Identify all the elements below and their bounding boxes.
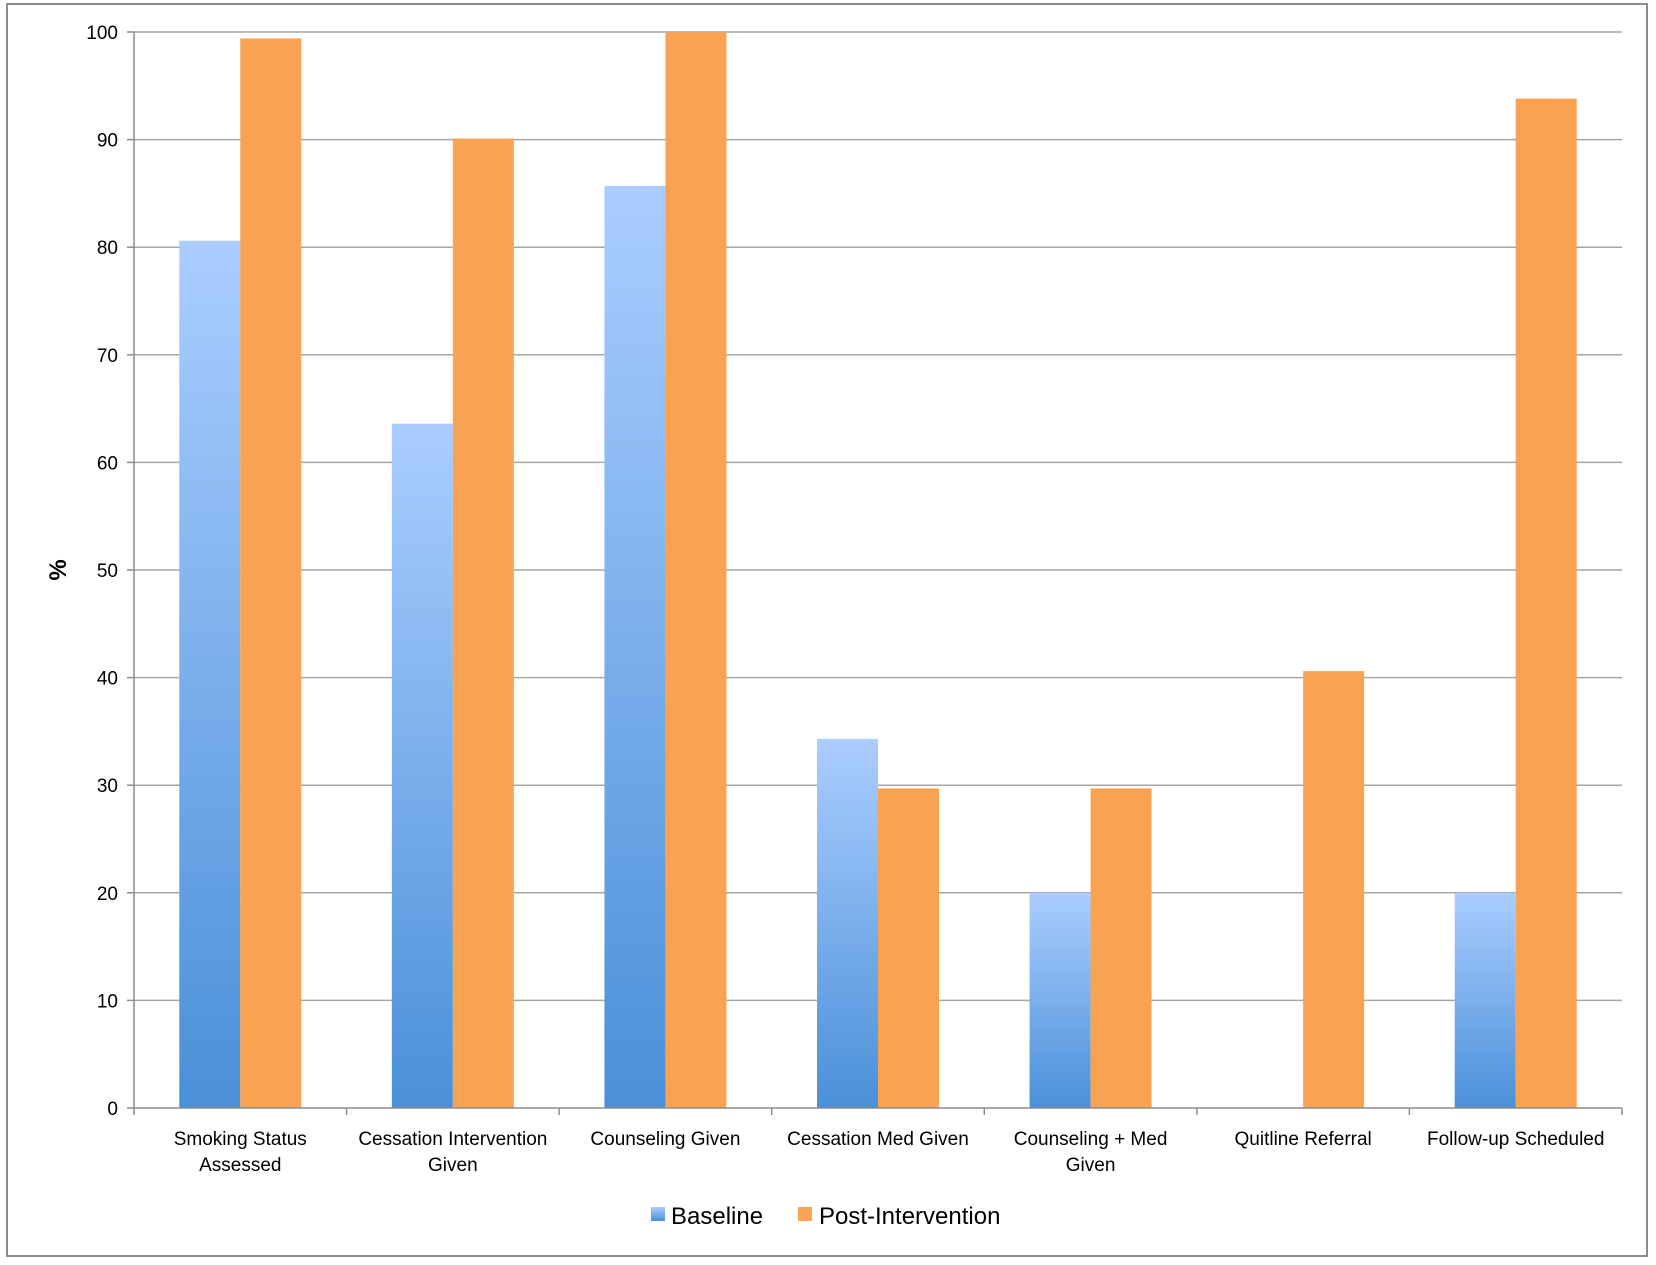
x-category-label: Counseling Given [590, 1129, 740, 1150]
y-tick-label: 100 [86, 23, 118, 44]
y-tick-label: 80 [97, 238, 118, 259]
x-category-labels: Smoking Status Assessed Cessation Interven… [174, 1129, 1605, 1176]
x-category-label: Cessation Med Given [787, 1129, 969, 1150]
axes [127, 31, 1623, 1115]
bar-post-intervention [878, 788, 939, 1108]
y-tick-label: 10 [97, 991, 118, 1012]
legend-swatch-post-intervention [798, 1207, 812, 1221]
y-axis-title: % [45, 559, 72, 580]
bars [179, 32, 1577, 1109]
y-tick-label: 40 [97, 669, 118, 690]
bar-baseline [1454, 892, 1516, 1108]
x-category-label: Counseling + Med Given [1014, 1129, 1168, 1176]
legend-swatch-baseline [651, 1207, 665, 1221]
x-category-label: Cessation Intervention Given [358, 1129, 547, 1176]
y-tick-label: 90 [97, 131, 118, 152]
y-tick-label: 20 [97, 884, 118, 905]
y-tick-label: 50 [97, 561, 118, 582]
y-tick-labels: 0 10 20 30 40 50 60 70 80 90 100 [86, 23, 118, 1120]
y-tick-label: 0 [107, 1099, 118, 1120]
bar-post-intervention [240, 38, 302, 1108]
x-category-label: Quitline Referral [1235, 1129, 1372, 1150]
bar-baseline [1029, 892, 1091, 1108]
y-tick-label: 30 [97, 776, 118, 797]
bar-baseline [391, 423, 453, 1108]
bar-post-intervention [665, 32, 727, 1108]
bar-post-intervention [1515, 98, 1577, 1109]
legend-label-post-intervention: Post-Intervention [819, 1203, 1000, 1230]
legend-label-baseline: Baseline [671, 1203, 763, 1230]
gridlines [134, 31, 1622, 1002]
bar-post-intervention [1303, 671, 1365, 1108]
legend: Baseline Post-Intervention [651, 1203, 1000, 1230]
bar-baseline [179, 240, 241, 1108]
bar-baseline [817, 738, 878, 1108]
x-category-label: Follow-up Scheduled [1427, 1129, 1604, 1150]
bar-post-intervention [452, 138, 514, 1109]
y-tick-label: 70 [97, 346, 118, 367]
bar-baseline [604, 185, 666, 1109]
y-tick-label: 60 [97, 453, 118, 474]
x-category-label: Smoking Status Assessed [174, 1129, 307, 1176]
bar-post-intervention [1090, 788, 1152, 1108]
